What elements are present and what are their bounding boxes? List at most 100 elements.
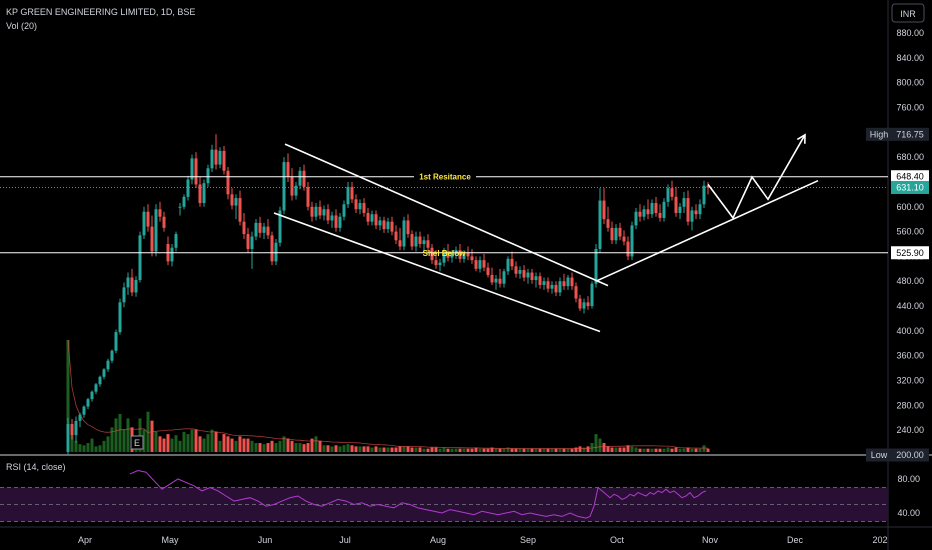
- candle[interactable]: [146, 211, 150, 227]
- candle[interactable]: [458, 250, 462, 259]
- annotation-shel-below[interactable]: Shel Below: [423, 249, 466, 258]
- candle[interactable]: [446, 251, 450, 258]
- candle[interactable]: [78, 414, 82, 421]
- candle[interactable]: [534, 276, 538, 280]
- rsi-indicator-label[interactable]: RSI (14, close): [6, 462, 66, 472]
- candle[interactable]: [642, 209, 646, 217]
- candle[interactable]: [698, 204, 702, 215]
- candle[interactable]: [674, 196, 678, 213]
- candle[interactable]: [518, 270, 522, 274]
- candle[interactable]: [206, 168, 210, 184]
- candle[interactable]: [634, 211, 638, 226]
- candle[interactable]: [290, 176, 294, 196]
- candle[interactable]: [262, 226, 266, 233]
- candle[interactable]: [594, 248, 598, 284]
- volume-indicator-label[interactable]: Vol (20): [6, 21, 37, 31]
- candle[interactable]: [678, 206, 682, 213]
- candle[interactable]: [106, 360, 110, 370]
- candle[interactable]: [250, 236, 254, 249]
- candle[interactable]: [614, 227, 618, 241]
- candle[interactable]: [142, 211, 146, 236]
- candle[interactable]: [442, 251, 446, 263]
- candle[interactable]: [194, 158, 198, 185]
- candle[interactable]: [278, 210, 282, 243]
- candle[interactable]: [90, 391, 94, 400]
- candle[interactable]: [542, 281, 546, 285]
- annotation-first-resistance[interactable]: 1st Resitance: [419, 173, 471, 182]
- channel-lower-line[interactable]: [273, 212, 601, 333]
- candle[interactable]: [346, 186, 350, 205]
- candle[interactable]: [218, 150, 222, 165]
- candle[interactable]: [330, 215, 334, 221]
- candle[interactable]: [538, 276, 542, 285]
- candle[interactable]: [654, 203, 658, 213]
- candle[interactable]: [466, 252, 470, 257]
- candle[interactable]: [682, 198, 686, 207]
- candle[interactable]: [574, 286, 578, 299]
- candle[interactable]: [158, 209, 162, 217]
- candle[interactable]: [606, 219, 610, 228]
- candle[interactable]: [154, 209, 158, 252]
- candle[interactable]: [522, 270, 526, 278]
- candle[interactable]: [94, 384, 98, 392]
- candle[interactable]: [138, 235, 142, 280]
- time-axis[interactable]: Apr May Jun Jul Aug Sep Oct Nov Dec 202: [78, 535, 888, 545]
- candle[interactable]: [414, 236, 418, 247]
- support-trendline[interactable]: [595, 179, 819, 282]
- candle[interactable]: [498, 278, 502, 284]
- candle[interactable]: [102, 369, 106, 377]
- candle[interactable]: [694, 210, 698, 215]
- candle[interactable]: [170, 247, 174, 262]
- candle[interactable]: [254, 222, 258, 237]
- candle[interactable]: [690, 210, 694, 222]
- candle[interactable]: [450, 253, 454, 258]
- candle[interactable]: [134, 279, 138, 293]
- candle[interactable]: [354, 199, 358, 210]
- candle[interactable]: [530, 272, 534, 280]
- candle[interactable]: [230, 194, 234, 206]
- candle[interactable]: [578, 298, 582, 309]
- candle[interactable]: [274, 242, 278, 262]
- candle[interactable]: [586, 302, 590, 307]
- candle[interactable]: [266, 226, 270, 236]
- candle[interactable]: [670, 188, 674, 197]
- candle[interactable]: [214, 149, 218, 165]
- candle[interactable]: [434, 260, 438, 266]
- candle[interactable]: [162, 216, 166, 228]
- rsi-pane[interactable]: [0, 469, 888, 522]
- candle[interactable]: [638, 211, 642, 217]
- candle[interactable]: [550, 284, 554, 289]
- rsi-line[interactable]: [129, 469, 707, 519]
- candle[interactable]: [402, 220, 406, 247]
- candle[interactable]: [282, 162, 286, 211]
- candle[interactable]: [650, 203, 654, 215]
- projection-path[interactable]: [707, 134, 806, 220]
- candle[interactable]: [310, 206, 314, 217]
- candle[interactable]: [358, 203, 362, 210]
- candle[interactable]: [306, 186, 310, 207]
- candle[interactable]: [602, 200, 606, 220]
- candle[interactable]: [514, 266, 518, 274]
- candle[interactable]: [246, 234, 250, 249]
- price-label-box[interactable]: [891, 448, 929, 462]
- candle[interactable]: [190, 158, 194, 180]
- candle[interactable]: [494, 278, 498, 283]
- candle[interactable]: [362, 203, 366, 213]
- candle[interactable]: [470, 256, 474, 261]
- candle[interactable]: [286, 162, 290, 177]
- candle[interactable]: [130, 277, 134, 293]
- candle[interactable]: [210, 149, 214, 169]
- candle[interactable]: [198, 184, 202, 204]
- price-axis[interactable]: 240.00 280.00 320.00 360.00 400.00 440.00 480.…: [866, 28, 929, 518]
- candle[interactable]: [506, 258, 510, 272]
- candle[interactable]: [74, 420, 78, 436]
- candle[interactable]: [686, 198, 690, 222]
- candle[interactable]: [410, 234, 414, 247]
- candle[interactable]: [182, 196, 186, 207]
- candle[interactable]: [226, 170, 230, 195]
- candle[interactable]: [314, 206, 318, 217]
- candle[interactable]: [342, 204, 346, 217]
- candle[interactable]: [622, 236, 626, 242]
- candle[interactable]: [366, 212, 370, 222]
